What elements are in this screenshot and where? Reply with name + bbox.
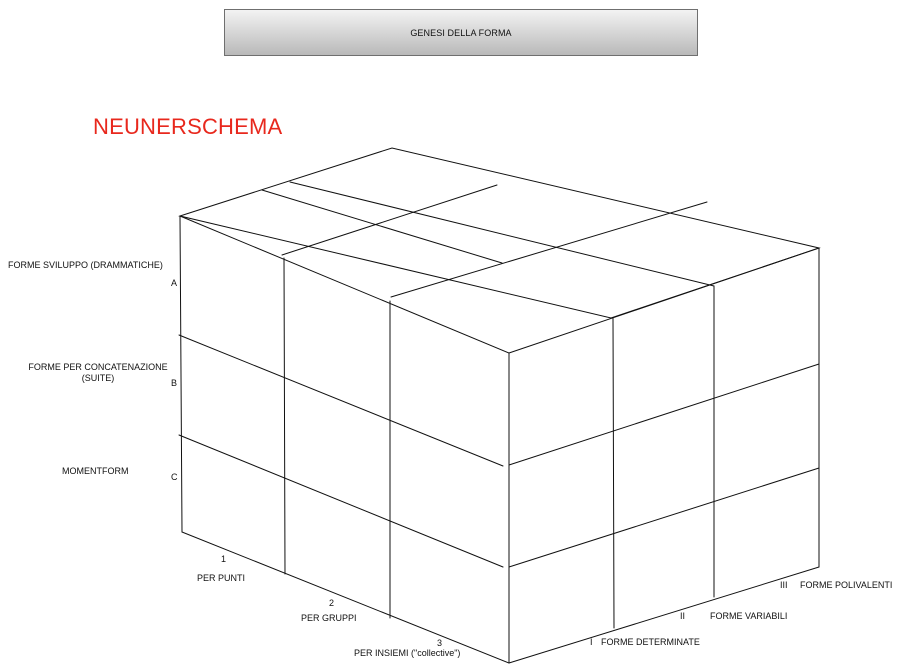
front-edge-bottom [181, 531, 510, 664]
front-axis-2-number: 2 [329, 598, 335, 608]
front-edge-top [179, 215, 510, 354]
top-grid-line [261, 189, 503, 264]
right-grid-horizontal [508, 467, 820, 568]
row-label-a-letter: A [171, 278, 178, 288]
front-grid-horizontal [178, 434, 504, 568]
top-grid-line [281, 184, 498, 256]
front-axis-1-number: 1 [221, 554, 227, 564]
side-axis-2-roman: II [680, 611, 686, 621]
front-axis-1-name: PER PUNTI [197, 573, 246, 583]
row-label-a-name: FORME SVILUPPO (DRAMMATICHE) [8, 260, 163, 270]
front-edge-left [179, 215, 183, 533]
right-grid-vertical [612, 317, 615, 629]
row-label-b-line2: (SUITE) [81, 373, 115, 383]
header-banner: GENESI DELLA FORMA [224, 9, 698, 56]
diagram-title: NEUNERSCHEMA [93, 114, 283, 139]
top-grid-line [289, 181, 715, 287]
side-axis-3-roman: III [780, 580, 788, 590]
row-label-b-line1: FORME PER CONCATENAZIONE [28, 362, 168, 372]
side-axis-1-name: FORME DETERMINATE [601, 637, 700, 647]
side-axis-3-name: FORME POLIVALENTI [800, 580, 893, 590]
right-grid-horizontal [508, 363, 820, 466]
front-axis-3-number: 3 [437, 638, 443, 648]
row-label-b-letter: B [171, 378, 178, 388]
side-axis-1-roman: I [590, 637, 593, 647]
front-axis-3-name: PER INSIEMI ("collective") [354, 648, 461, 658]
row-label-b-name: FORME PER CONCATENAZIONE (SUITE) [22, 362, 174, 384]
front-axis-2-name: PER GRUPPI [301, 613, 357, 623]
right-edge-top [508, 247, 820, 354]
row-label-c-name: MOMENTFORM [62, 466, 129, 476]
top-grid-line [390, 201, 708, 298]
header-title: GENESI DELLA FORMA [410, 27, 512, 38]
side-axis-2-name: FORME VARIABILI [710, 611, 788, 621]
front-grid-horizontal [178, 334, 504, 467]
front-grid-vertical [283, 257, 286, 575]
right-edge-bottom [508, 566, 820, 664]
row-label-c-letter: C [171, 472, 178, 482]
